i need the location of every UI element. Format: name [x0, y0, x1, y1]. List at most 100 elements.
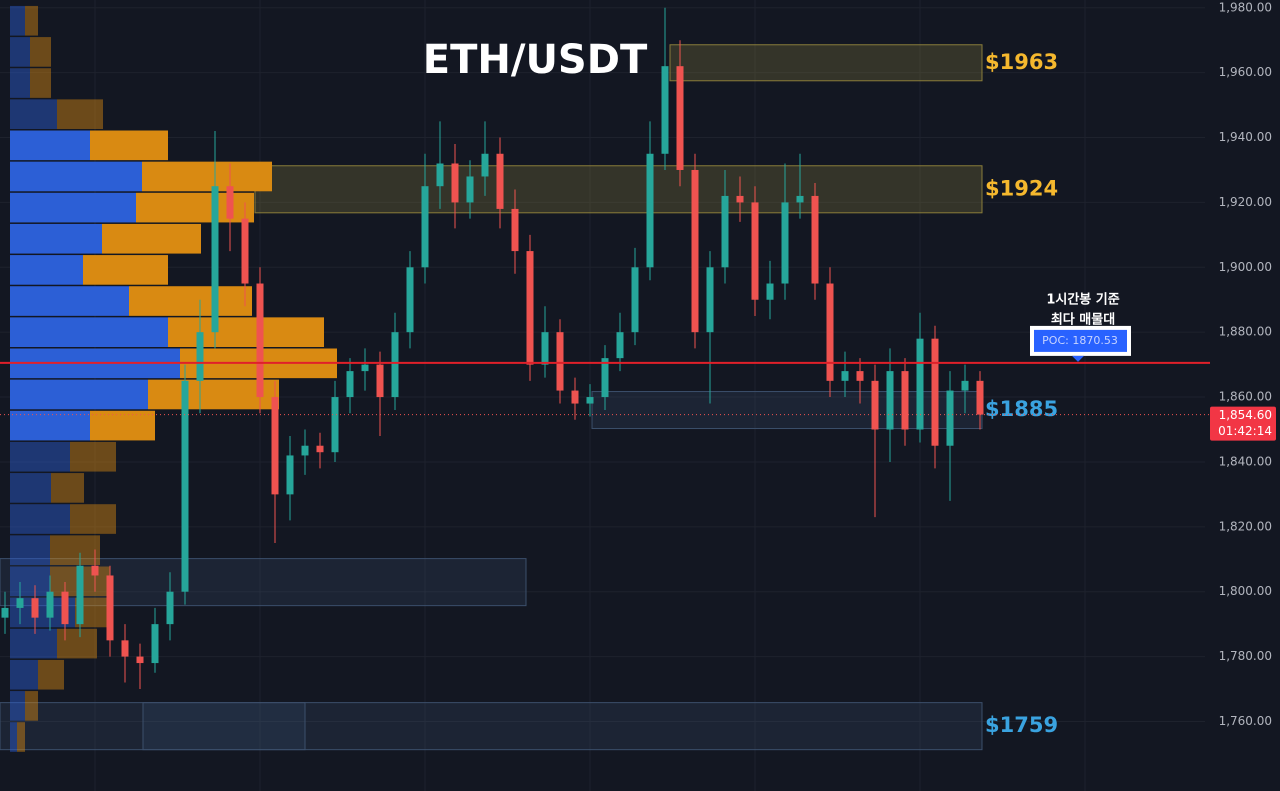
- candle-body: [406, 267, 414, 333]
- candle-body: [901, 371, 909, 430]
- profile-sell: [51, 473, 84, 503]
- y-tick-label: 1,840.00: [1219, 454, 1272, 468]
- candle-body: [436, 163, 444, 187]
- y-tick-label: 1,960.00: [1219, 65, 1272, 79]
- candle-body: [601, 358, 609, 398]
- candle-body: [391, 332, 399, 398]
- candle-body: [421, 186, 429, 268]
- profile-sell: [168, 317, 324, 348]
- poc-arrow: [1072, 355, 1084, 362]
- zone-label: $1924: [985, 176, 1058, 200]
- candle-body: [1, 607, 9, 618]
- candle-body: [166, 591, 174, 625]
- profile-sell: [142, 161, 272, 192]
- profile-buy: [10, 317, 168, 348]
- profile-buy: [10, 130, 90, 161]
- candle-body: [196, 332, 204, 381]
- profile-buy: [10, 379, 148, 410]
- profile-buy: [10, 99, 57, 130]
- profile-buy: [10, 410, 90, 441]
- profile-buy: [10, 441, 70, 472]
- candle-body: [361, 364, 369, 372]
- profile-buy: [10, 473, 51, 503]
- candle-body: [616, 332, 624, 359]
- profile-sell: [30, 68, 51, 98]
- profile-buy: [10, 161, 142, 192]
- annotation: 최다 매물대: [1051, 312, 1115, 328]
- candle-body: [781, 202, 789, 284]
- profile-sell: [38, 659, 64, 690]
- candle-body: [106, 575, 114, 641]
- candle-body: [826, 283, 834, 381]
- candle-body: [256, 283, 264, 398]
- candle-body: [706, 267, 714, 333]
- candle-body: [481, 153, 489, 177]
- candle-body: [211, 186, 219, 333]
- zone-label: $1759: [985, 713, 1058, 737]
- candle-body: [466, 176, 474, 203]
- profile-buy: [10, 37, 30, 67]
- candle-body: [76, 565, 84, 625]
- profile-buy: [10, 535, 50, 565]
- candle-body: [571, 390, 579, 404]
- annotation: 1시간봉 기준: [1046, 292, 1119, 308]
- candle-body: [286, 455, 294, 495]
- candle-body: [181, 380, 189, 592]
- profile-buy: [10, 504, 70, 534]
- candle-body: [736, 195, 744, 203]
- profile-buy: [10, 223, 102, 254]
- y-tick-label: 1,760.00: [1219, 714, 1272, 728]
- y-tick-label: 1,860.00: [1219, 390, 1272, 404]
- candle-body: [856, 371, 864, 381]
- candle-body: [586, 397, 594, 404]
- candle-body: [661, 66, 669, 154]
- candle-body: [91, 565, 99, 576]
- profile-sell: [25, 691, 38, 721]
- zone-label: $1885: [985, 397, 1058, 421]
- candle-body: [946, 390, 954, 446]
- candle-body: [346, 371, 354, 398]
- candle-body: [61, 591, 69, 625]
- profile-buy: [10, 628, 57, 659]
- y-tick-label: 1,920.00: [1219, 195, 1272, 209]
- poc-label: POC: 1870.53: [1042, 334, 1118, 347]
- profile-sell: [57, 628, 97, 659]
- poc-box: [1034, 329, 1127, 352]
- profile-sell: [90, 130, 168, 161]
- profile-sell: [129, 286, 252, 316]
- y-tick-label: 1,820.00: [1219, 519, 1272, 533]
- profile-buy: [10, 566, 50, 597]
- profile-buy: [10, 659, 38, 690]
- profile-sell: [90, 410, 155, 441]
- candle-body: [331, 397, 339, 453]
- candle-body: [316, 445, 324, 453]
- profile-sell: [30, 37, 51, 67]
- candle-body: [241, 218, 249, 284]
- profile-buy: [10, 68, 30, 98]
- candle-body: [496, 153, 504, 209]
- candle-body: [931, 338, 939, 446]
- y-tick-label: 1,800.00: [1219, 584, 1272, 598]
- candle-body: [151, 624, 159, 664]
- candle-body: [121, 640, 129, 657]
- candle-body: [376, 364, 384, 398]
- profile-buy: [10, 722, 17, 752]
- y-tick-label: 1,900.00: [1219, 260, 1272, 274]
- chart-title: ETH/USDT: [423, 37, 648, 83]
- profile-buy: [10, 192, 136, 223]
- price-tag: [1210, 406, 1276, 441]
- candle-body: [721, 195, 729, 268]
- candle-body: [301, 445, 309, 456]
- candle-body: [976, 380, 984, 415]
- profile-buy: [10, 691, 25, 721]
- zone: [0, 558, 527, 607]
- profile-sell: [70, 504, 116, 534]
- profile-sell: [102, 223, 201, 254]
- profile-sell: [17, 722, 25, 752]
- profile-buy: [10, 5, 25, 36]
- candle-body: [676, 66, 684, 170]
- candle-body: [556, 332, 564, 391]
- candle-body: [271, 397, 279, 495]
- candle-body: [511, 208, 519, 252]
